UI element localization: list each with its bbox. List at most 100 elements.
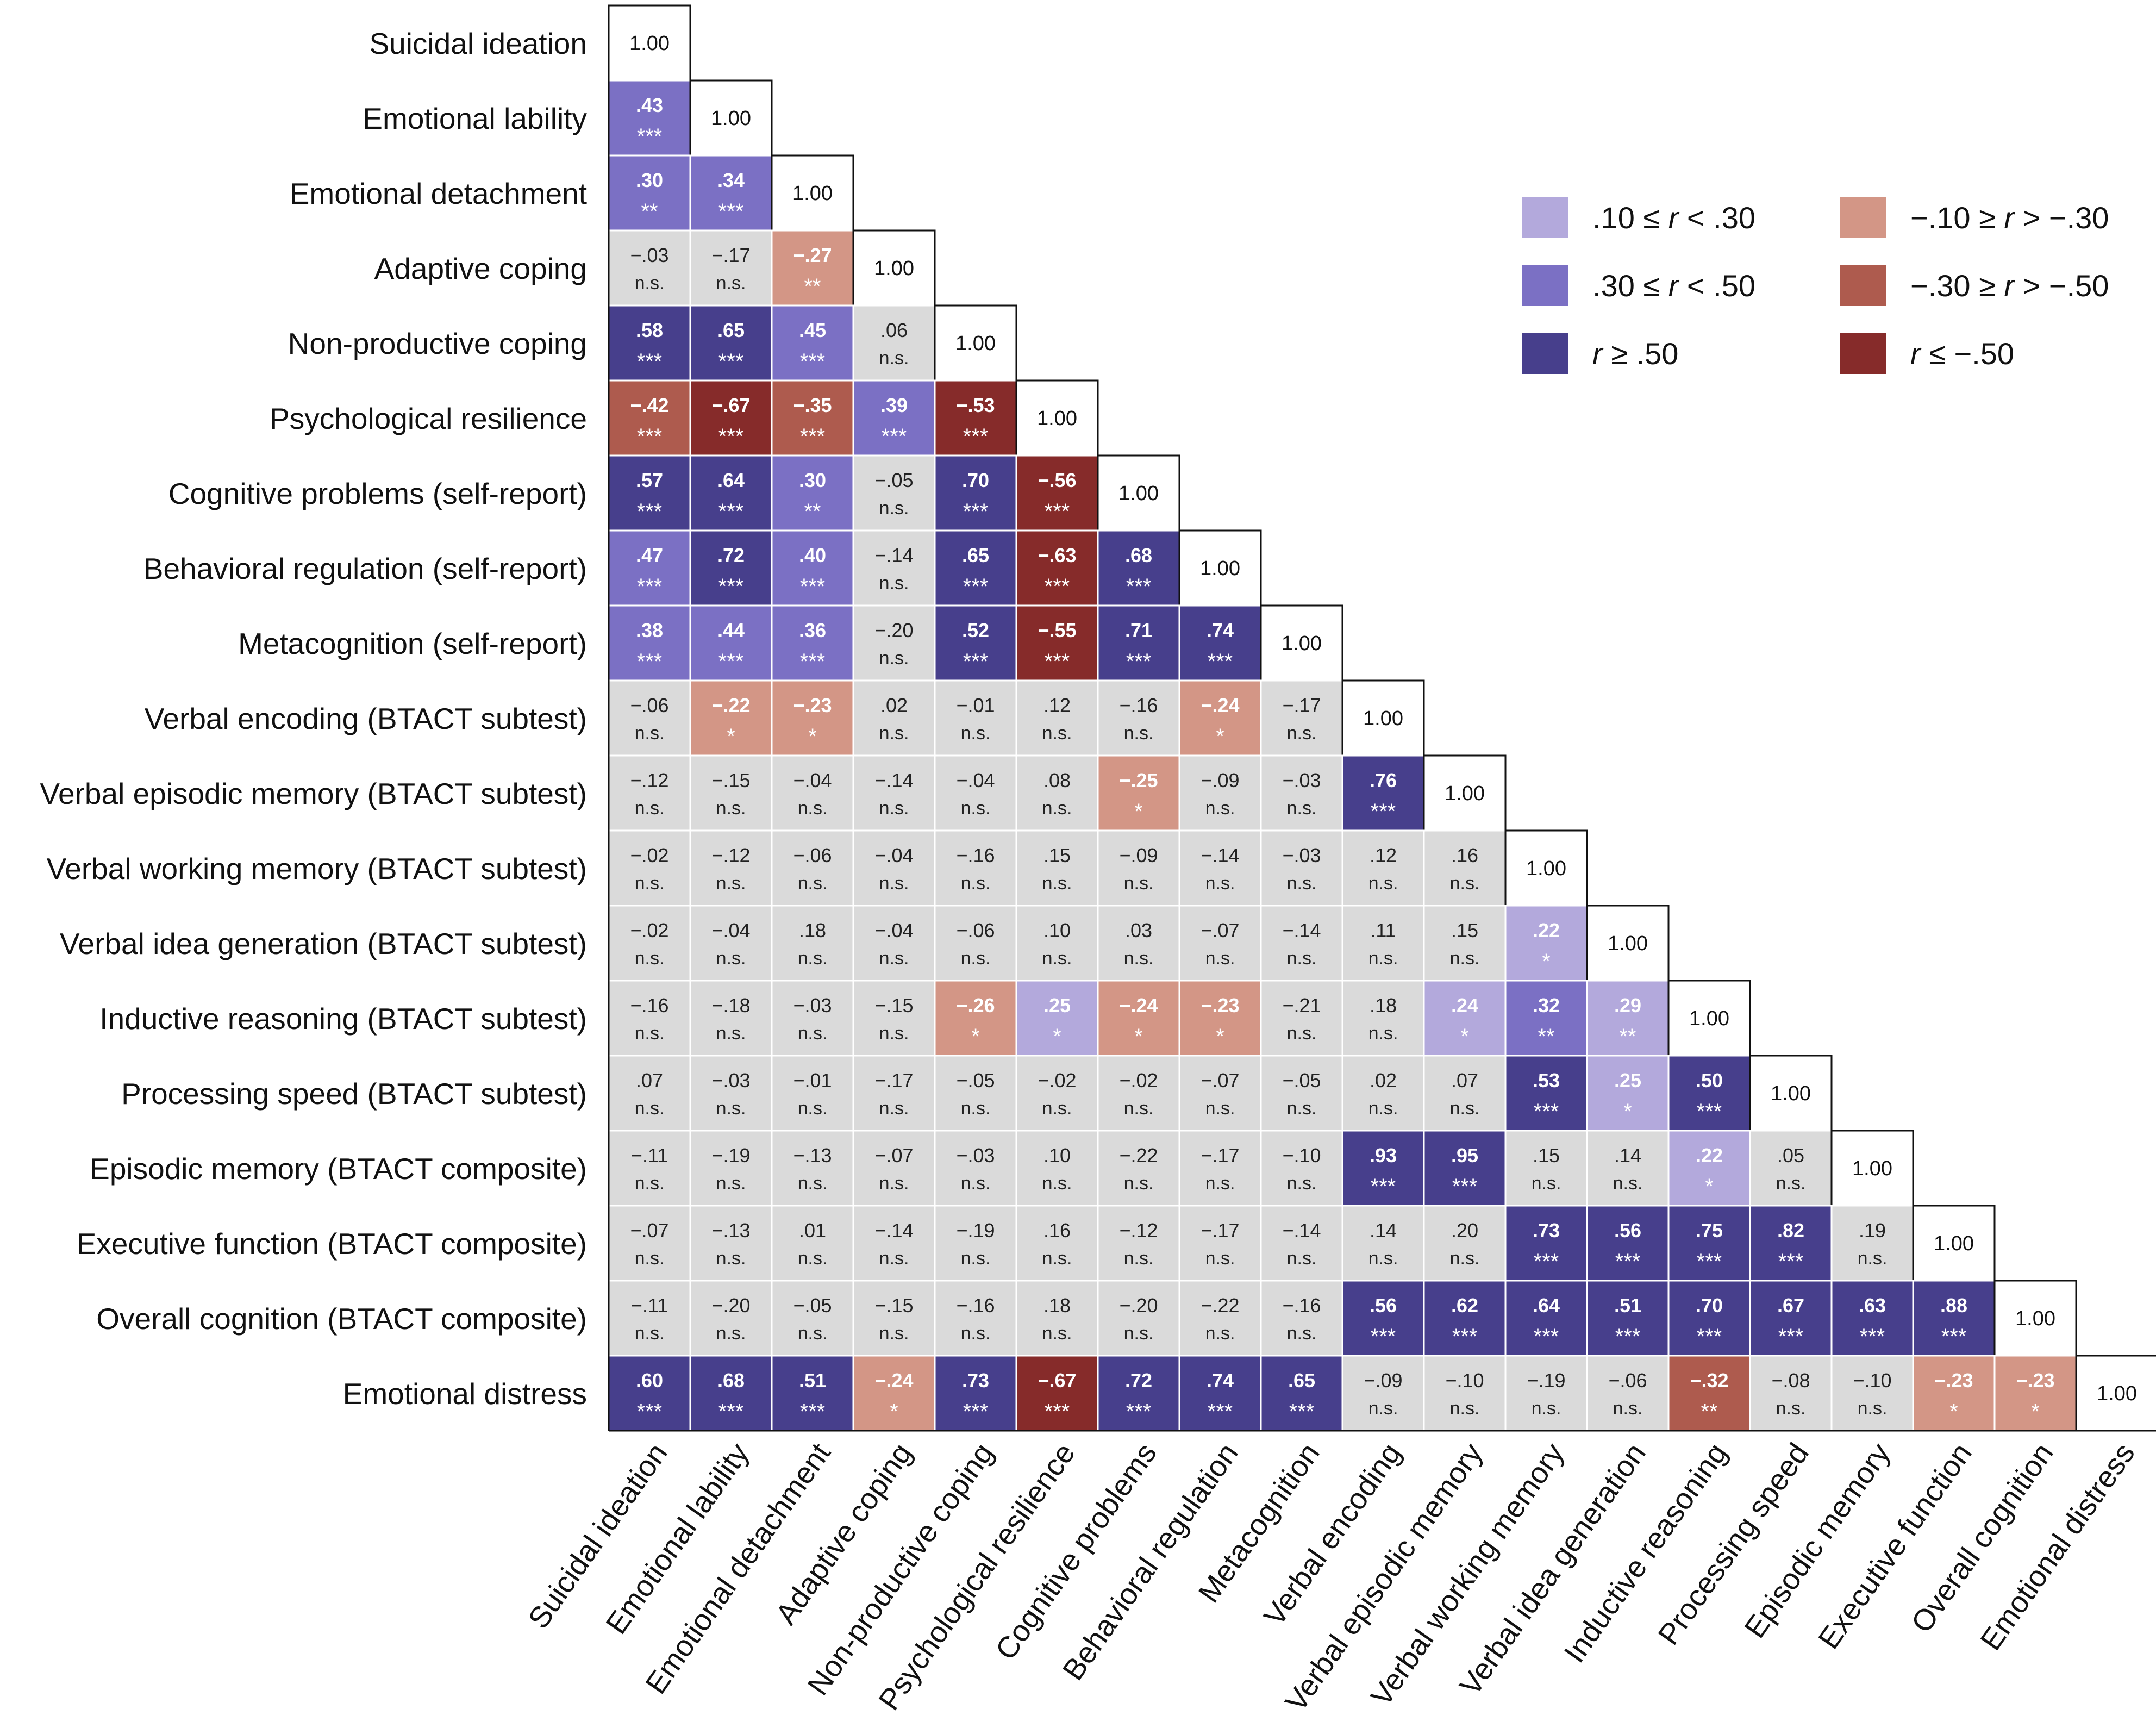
cell-background [1423,829,1507,907]
heatmap-cell: −.15 n.s. [852,1280,936,1357]
cell-significance: n.s. [1205,1173,1235,1194]
heatmap-cell: −.06 n.s. [608,679,691,757]
cell-value: −.12 [711,844,750,866]
heatmap-cells: 1.00.43***1.00.30**.34***1.00−.03n.s.−.1… [608,4,2156,1432]
heatmap-cell: −.16 n.s. [934,1280,1017,1357]
cell-background [771,1280,854,1357]
heatmap-cell: .05 n.s. [1749,1130,1833,1207]
cell-value: .52 [962,619,989,641]
cell-significance: *** [800,1400,826,1424]
cell-background [1260,679,1343,757]
cell-significance: n.s. [1368,873,1398,894]
legend-swatch [1840,197,1886,238]
cell-value: −.14 [874,1219,913,1242]
cell-value: −.10 [1853,1369,1891,1392]
cell-significance: n.s. [879,573,909,594]
cell-significance: *** [1045,575,1070,598]
cell-significance: n.s. [879,873,909,894]
cell-background [1015,604,1099,682]
cell-significance: n.s. [635,948,665,969]
cell-value: −.09 [1119,844,1158,866]
heatmap-cell: −.09 n.s. [1178,754,1262,832]
cell-background [608,1205,691,1282]
cell-background [934,1280,1017,1357]
cell-significance: *** [637,650,663,673]
cell-background [1260,1355,1343,1432]
cell-significance: *** [1778,1325,1804,1349]
row-label: Emotional detachment [290,177,587,210]
cell-significance: n.s. [879,648,909,669]
legend-item: −.10 ≥ r > −.30 [1840,197,2109,238]
cell-value: −.04 [956,769,995,791]
heatmap-cell: .51 *** [1586,1280,1670,1357]
diagonal-value: 1.00 [1037,407,1077,430]
heatmap-cell: .68 *** [689,1355,773,1432]
diagonal-cell: 1.00 [1993,1280,2077,1357]
cell-value: .53 [1533,1069,1560,1091]
cell-background [852,1355,936,1432]
heatmap-cell: .36 *** [771,604,854,682]
diagonal-cell: 1.00 [1097,454,1180,532]
diagonal-cell-background [852,229,936,307]
diagonal-cell: 1.00 [1504,829,1588,907]
heatmap-cell: −.22 n.s. [1097,1130,1180,1207]
cell-significance: n.s. [1613,1398,1643,1419]
cell-value: −.24 [874,1369,913,1392]
cell-significance: *** [800,425,826,448]
cell-value: .44 [717,619,745,641]
row-label: Processing speed (BTACT subtest) [121,1077,587,1111]
cell-background [934,1205,1017,1282]
cell-value: .60 [636,1369,663,1392]
cell-value: −.24 [1201,694,1239,716]
cell-value: −.08 [1771,1369,1810,1392]
cell-background [852,980,936,1057]
cell-significance: * [1216,725,1224,749]
cell-background [1423,1280,1507,1357]
cell-value: −.09 [1364,1369,1402,1392]
cell-significance: *** [963,650,989,673]
cell-significance: n.s. [716,1173,746,1194]
cell-background [771,379,854,457]
cell-significance: n.s. [1042,873,1072,894]
cell-significance: * [727,725,735,749]
cell-value: −.13 [793,1144,832,1167]
cell-significance: n.s. [961,873,991,894]
row-label: Overall cognition (BTACT composite) [96,1302,587,1336]
cell-background [771,1355,854,1432]
heatmap-cell: −.10 n.s. [1423,1355,1507,1432]
cell-significance: *** [1452,1325,1478,1349]
diagonal-cell: 1.00 [1015,379,1099,457]
cell-significance: *** [1045,1400,1070,1424]
cell-significance: n.s. [1205,1248,1235,1269]
heatmap-cell: −.23 * [771,679,854,757]
heatmap-cell: −.24 * [852,1355,936,1432]
cell-significance: n.s. [1532,1398,1561,1419]
column-label: Episodic memory [1738,1437,1897,1644]
cell-value: .40 [799,544,826,566]
cell-significance: * [971,1025,980,1049]
cell-significance: n.s. [635,873,665,894]
heatmap-cell: −.11 n.s. [608,1280,691,1357]
cell-significance: *** [718,199,744,223]
diagonal-cell-background [1993,1280,2077,1357]
diagonal-cell-background [608,4,691,82]
heatmap-cell: .44 *** [689,604,773,682]
row-label: Behavioral regulation (self-report) [143,552,587,585]
cell-value: −.09 [1201,769,1239,791]
diagonal-cell: 1.00 [1178,529,1262,607]
cell-significance: *** [1534,1325,1559,1349]
heatmap-cell: .32 ** [1504,980,1588,1057]
cell-value: −.24 [1119,994,1158,1016]
cell-value: −.17 [1201,1219,1239,1242]
heatmap-cell: −.03 n.s. [771,980,854,1057]
heatmap-cell: .64 *** [689,454,773,532]
heatmap-cell: .24 * [1423,980,1507,1057]
cell-value: −.01 [956,694,995,716]
heatmap-cell: −.17 n.s. [1178,1130,1262,1207]
row-label: Inductive reasoning (BTACT subtest) [99,1002,587,1036]
cell-value: −.63 [1038,544,1076,566]
cell-significance: n.s. [879,498,909,519]
cell-background [771,905,854,982]
heatmap-cell: .65 *** [689,304,773,382]
